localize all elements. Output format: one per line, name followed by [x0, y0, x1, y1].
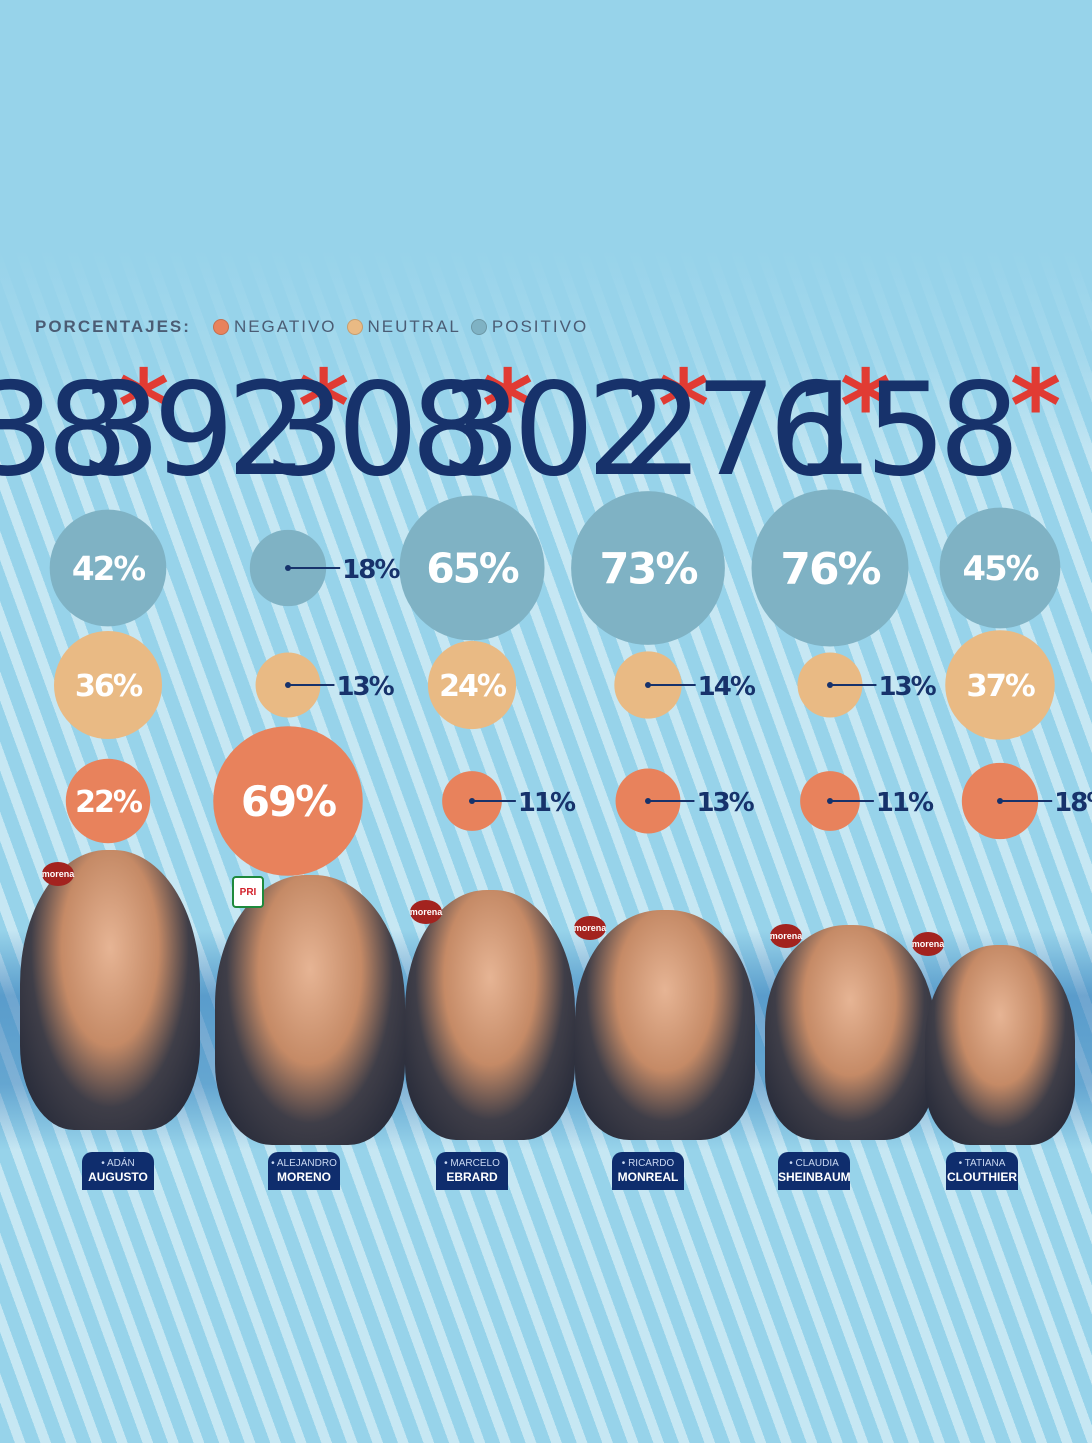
bubble-label-neutral-ricardo-monreal: 14%: [698, 672, 756, 702]
last-name-tatiana-clouthier: CLOUTHIER: [947, 1170, 1017, 1184]
legend-swatch-positivo: [470, 319, 487, 335]
asterisk-tatiana-clouthier: *: [1010, 350, 1061, 464]
legend-title: PORCENTAJES:: [35, 317, 191, 336]
legend-item-positivo: POSITIVO: [470, 317, 589, 337]
asterisk-adan-augusto: *: [118, 350, 169, 464]
asterisk-marcelo-ebrard: *: [482, 350, 533, 464]
party-logo-adan-augusto: morena: [42, 862, 74, 886]
bubble-label-negativo-claudia-sheinbaum: 11%: [876, 788, 934, 818]
legend-swatch-neutral: [346, 319, 363, 335]
last-name-ricardo-monreal: MONREAL: [617, 1170, 679, 1184]
bubble-label-positivo-marcelo-ebrard: 65%: [426, 545, 519, 593]
bubble-label-negativo-adan-augusto: 22%: [75, 785, 143, 820]
bubble-negativo-alejandro-moreno: [213, 726, 363, 876]
total-alejandro-moreno: 392: [80, 356, 300, 505]
bubble-positivo-marcelo-ebrard: [399, 495, 545, 641]
bubble-positivo-claudia-sheinbaum: [751, 489, 909, 647]
photo-claudia-sheinbaum: [765, 925, 935, 1140]
photo-adan-augusto: [20, 850, 200, 1130]
bubble-neutral-adan-augusto: [54, 631, 162, 739]
asterisk-alejandro-moreno: *: [298, 350, 349, 464]
last-name-marcelo-ebrard: EBRARD: [446, 1170, 498, 1184]
name-badge-alejandro-moreno: • ALEJANDRO MORENO: [268, 1152, 340, 1190]
bubble-label-negativo-alejandro-moreno: 69%: [241, 777, 336, 826]
first-name-adan-augusto: • ADÁN: [101, 1158, 135, 1169]
party-logo-claudia-sheinbaum: morena: [770, 924, 802, 948]
party-logo-marcelo-ebrard: morena: [410, 900, 442, 924]
first-name-ricardo-monreal: • RICARDO: [621, 1158, 675, 1169]
bubble-label-neutral-tatiana-clouthier: 37%: [966, 669, 1035, 704]
bubble-label-negativo-tatiana-clouthier: 18%: [1054, 788, 1092, 818]
bubble-label-positivo-adan-augusto: 42%: [72, 550, 145, 588]
legend: PORCENTAJES: NEGATIVO NEUTRAL POSITIVO: [35, 316, 598, 338]
last-name-alejandro-moreno: MORENO: [277, 1170, 331, 1184]
first-name-tatiana-clouthier: • TATIANA: [958, 1158, 1006, 1169]
bubble-label-negativo-ricardo-monreal: 13%: [696, 788, 754, 818]
bubble-label-positivo-claudia-sheinbaum: 76%: [780, 544, 880, 595]
photo-ricardo-monreal: [575, 910, 755, 1140]
first-name-marcelo-ebrard: • MARCELO: [444, 1158, 500, 1169]
total-adan-augusto: 438: [0, 356, 120, 505]
bubble-label-negativo-marcelo-ebrard: 11%: [518, 788, 576, 818]
bubble-label-neutral-marcelo-ebrard: 24%: [439, 669, 507, 704]
first-name-claudia-sheinbaum: • CLAUDIA: [789, 1158, 839, 1169]
party-logo-alejandro-moreno: PRI: [232, 876, 264, 908]
name-badge-ricardo-monreal: • RICARDO MONREAL: [612, 1152, 684, 1190]
total-tatiana-clouthier: 158: [792, 356, 1012, 505]
legend-label-neutral: NEUTRAL: [367, 317, 461, 336]
party-logo-ricardo-monreal: morena: [574, 916, 606, 940]
asterisk-ricardo-monreal: *: [658, 350, 709, 464]
photo-marcelo-ebrard: [405, 890, 575, 1140]
bubble-positivo-tatiana-clouthier: [939, 507, 1061, 629]
bubble-label-neutral-alejandro-moreno: 13%: [336, 672, 394, 702]
legend-item-negativo: NEGATIVO: [212, 317, 337, 337]
bubble-label-neutral-adan-augusto: 36%: [75, 669, 143, 704]
bubble-positivo-adan-augusto: [49, 509, 167, 627]
bubble-label-positivo-alejandro-moreno: 18%: [342, 555, 400, 585]
name-badge-marcelo-ebrard: • MARCELO EBRARD: [436, 1152, 508, 1190]
legend-item-neutral: NEUTRAL: [346, 317, 461, 337]
photo-alejandro-moreno: [215, 875, 405, 1145]
legend-swatch-negativo: [212, 319, 229, 335]
bubble-negativo-adan-augusto: [65, 758, 151, 844]
legend-label-negativo: NEGATIVO: [233, 317, 337, 336]
bubble-label-positivo-tatiana-clouthier: 45%: [963, 549, 1039, 588]
bubble-label-positivo-ricardo-monreal: 73%: [599, 545, 697, 595]
last-name-claudia-sheinbaum: SHEINBAUM: [778, 1170, 851, 1184]
legend-label-positivo: POSITIVO: [491, 317, 589, 336]
total-marcelo-ebrard: 308: [264, 356, 484, 505]
name-badge-claudia-sheinbaum: • CLAUDIA SHEINBAUM: [778, 1152, 851, 1190]
bubble-label-neutral-claudia-sheinbaum: 13%: [878, 672, 936, 702]
asterisk-claudia-sheinbaum: *: [840, 350, 891, 464]
name-badge-tatiana-clouthier: • TATIANA CLOUTHIER: [946, 1152, 1018, 1190]
bubble-chart: 438*42%36%22%392*18%13%69%308*65%24%11%3…: [0, 350, 1092, 876]
party-logo-tatiana-clouthier: morena: [912, 932, 944, 956]
photo-tatiana-clouthier: [925, 945, 1075, 1145]
bubble-neutral-tatiana-clouthier: [945, 630, 1055, 740]
total-ricardo-monreal: 302: [440, 356, 660, 505]
last-name-adan-augusto: AUGUSTO: [88, 1170, 148, 1184]
bubble-neutral-marcelo-ebrard: [427, 640, 517, 730]
name-badge-adan-augusto: • ADÁN AUGUSTO: [82, 1152, 154, 1190]
first-name-alejandro-moreno: • ALEJANDRO: [271, 1158, 337, 1169]
bubble-positivo-ricardo-monreal: [571, 491, 725, 645]
total-claudia-sheinbaum: 276: [622, 356, 843, 505]
